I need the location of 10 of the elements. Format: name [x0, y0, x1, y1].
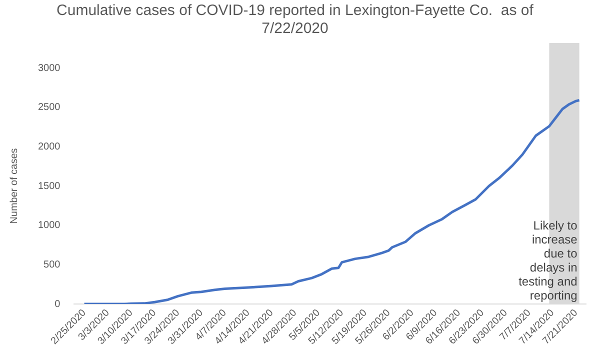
y-axis-title: Number of cases	[8, 148, 20, 224]
band-label: Likely to increase due to delays in testing and reporting	[518, 218, 578, 302]
y-tick-label: 2000	[38, 141, 61, 152]
y-tick-label: 2500	[38, 102, 61, 114]
y-tick-label: 1000	[38, 220, 61, 232]
y-tick-label: 1500	[38, 180, 61, 192]
y-tick-label: 0	[54, 298, 61, 310]
chart-title: Cumulative cases of COVID-19 reported in Lexington-Fayette Co. as of 7/22/2020	[56, 2, 534, 38]
y-tick-label: 3000	[38, 62, 61, 74]
y-tick-label: 500	[44, 259, 61, 270]
